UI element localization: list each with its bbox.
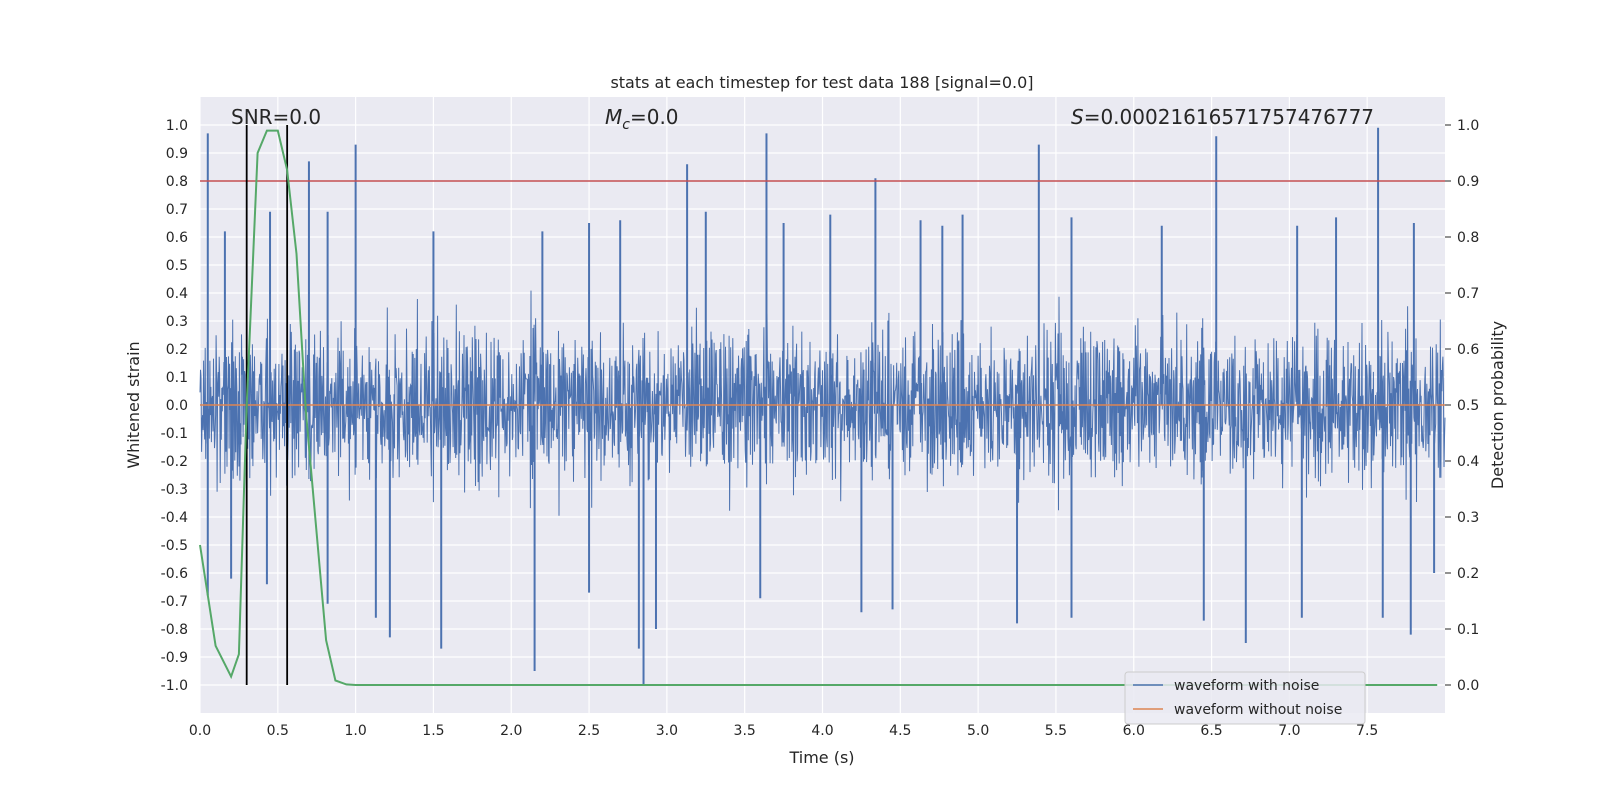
y-tick-label: -0.9	[161, 650, 188, 666]
y-tick-label: 0.3	[166, 314, 188, 330]
y-tick-label: -0.2	[161, 454, 188, 470]
y-tick-label: -1.0	[161, 678, 188, 694]
x-tick-label: 2.5	[578, 723, 600, 739]
x-axis-ticks: 0.0 0.5 1.0 1.5 2.0 2.5 3.0 3.5 4.0 4.5 5.0 5.5 6.0 6…	[189, 723, 1378, 739]
y-tick-label: 0.8	[166, 174, 188, 190]
score-annotation: S=0.00021616571757476777	[1071, 105, 1374, 129]
chirp-mass-symbol: M	[605, 105, 622, 129]
y-axis-label: Whitened strain	[124, 341, 143, 468]
y-tick-label: 0.1	[166, 370, 188, 386]
y-tick-label: -0.8	[161, 622, 188, 638]
y-tick-label: 0.7	[166, 202, 188, 218]
x-tick-label: 0.0	[189, 723, 211, 739]
y2-tick-label: 0.6	[1457, 342, 1479, 358]
probability-trace	[199, 129, 1438, 686]
x-tick-label: 0.5	[267, 723, 289, 739]
y2-tick-label: 1.0	[1457, 118, 1479, 134]
y-tick-label: -0.6	[161, 566, 188, 582]
x-tick-label: 3.5	[734, 723, 756, 739]
x-tick-label: 4.5	[889, 723, 911, 739]
chirp-mass-subscript: c	[622, 117, 630, 133]
y2-tick-label: 0.3	[1457, 510, 1479, 526]
legend-label-clean: waveform without noise	[1174, 702, 1342, 718]
y2-axis-ticks: 1.0 0.9 0.8 0.7 0.6 0.5 0.4 0.3 0.2 0.1 0.0	[1445, 118, 1479, 694]
y2-tick-label: 0.2	[1457, 566, 1479, 582]
score-value: =0.00021616571757476777	[1084, 105, 1374, 129]
snr-annotation: SNR=0.0	[231, 105, 321, 129]
x-tick-label: 4.0	[811, 723, 833, 739]
x-tick-label: 5.5	[1045, 723, 1067, 739]
series-detection-probability	[199, 129, 1438, 686]
y2-axis-label: Detection probability	[1488, 321, 1507, 489]
x-tick-label: 7.0	[1278, 723, 1300, 739]
y2-tick-label: 0.8	[1457, 230, 1479, 246]
score-symbol: S	[1071, 105, 1084, 129]
y2-tick-label: 0.0	[1457, 678, 1479, 694]
series-waveform-with-noise	[199, 127, 1446, 685]
legend-label-noise: waveform with noise	[1174, 678, 1319, 694]
x-tick-label: 6.0	[1123, 723, 1145, 739]
y2-tick-label: 0.1	[1457, 622, 1479, 638]
y-tick-label: 0.2	[166, 342, 188, 358]
x-tick-label: 1.5	[422, 723, 444, 739]
y-tick-label: -0.3	[161, 482, 188, 498]
y-tick-label: 0.9	[166, 146, 188, 162]
x-tick-label: 6.5	[1200, 723, 1222, 739]
x-tick-label: 7.5	[1356, 723, 1378, 739]
y-tick-label: 0.5	[166, 258, 188, 274]
x-axis-label: Time (s)	[788, 748, 854, 767]
chirp-mass-value: =0.0	[630, 105, 679, 129]
y2-tick-label: 0.4	[1457, 454, 1479, 470]
legend-box	[1124, 671, 1366, 725]
y2-tick-label: 0.9	[1457, 174, 1479, 190]
chart-title: stats at each timestep for test data 188…	[610, 73, 1033, 92]
y-tick-label: 0.4	[166, 286, 188, 302]
y-tick-label: -0.4	[161, 510, 188, 526]
y2-tick-label: 0.5	[1457, 398, 1479, 414]
y-tick-label: 0.0	[166, 398, 188, 414]
y-tick-label: -0.7	[161, 594, 188, 610]
y-axis-ticks: 1.0 0.9 0.8 0.7 0.6 0.5 0.4 0.3 0.2 0.1 0.0 -0.1 -0.…	[161, 118, 188, 694]
x-tick-label: 3.0	[656, 723, 678, 739]
y-tick-label: -0.1	[161, 426, 188, 442]
y-tick-label: 1.0	[166, 118, 188, 134]
y-tick-label: -0.5	[161, 538, 188, 554]
chirp-mass-annotation: Mc=0.0	[605, 105, 679, 133]
y2-tick-label: 0.7	[1457, 286, 1479, 302]
noise-trace	[199, 290, 1446, 516]
x-tick-label: 5.0	[967, 723, 989, 739]
legend: waveform with noise waveform without noi…	[1124, 671, 1366, 725]
x-tick-label: 1.0	[344, 723, 366, 739]
x-tick-label: 2.0	[500, 723, 522, 739]
y-tick-label: 0.6	[166, 230, 188, 246]
